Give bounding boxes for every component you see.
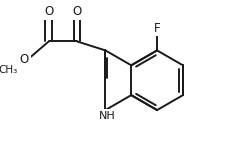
Text: O: O (20, 53, 29, 66)
Text: O: O (44, 5, 53, 18)
Text: F: F (154, 22, 160, 34)
Text: CH₃: CH₃ (0, 65, 17, 75)
Text: NH: NH (99, 111, 116, 121)
Text: O: O (72, 5, 82, 18)
